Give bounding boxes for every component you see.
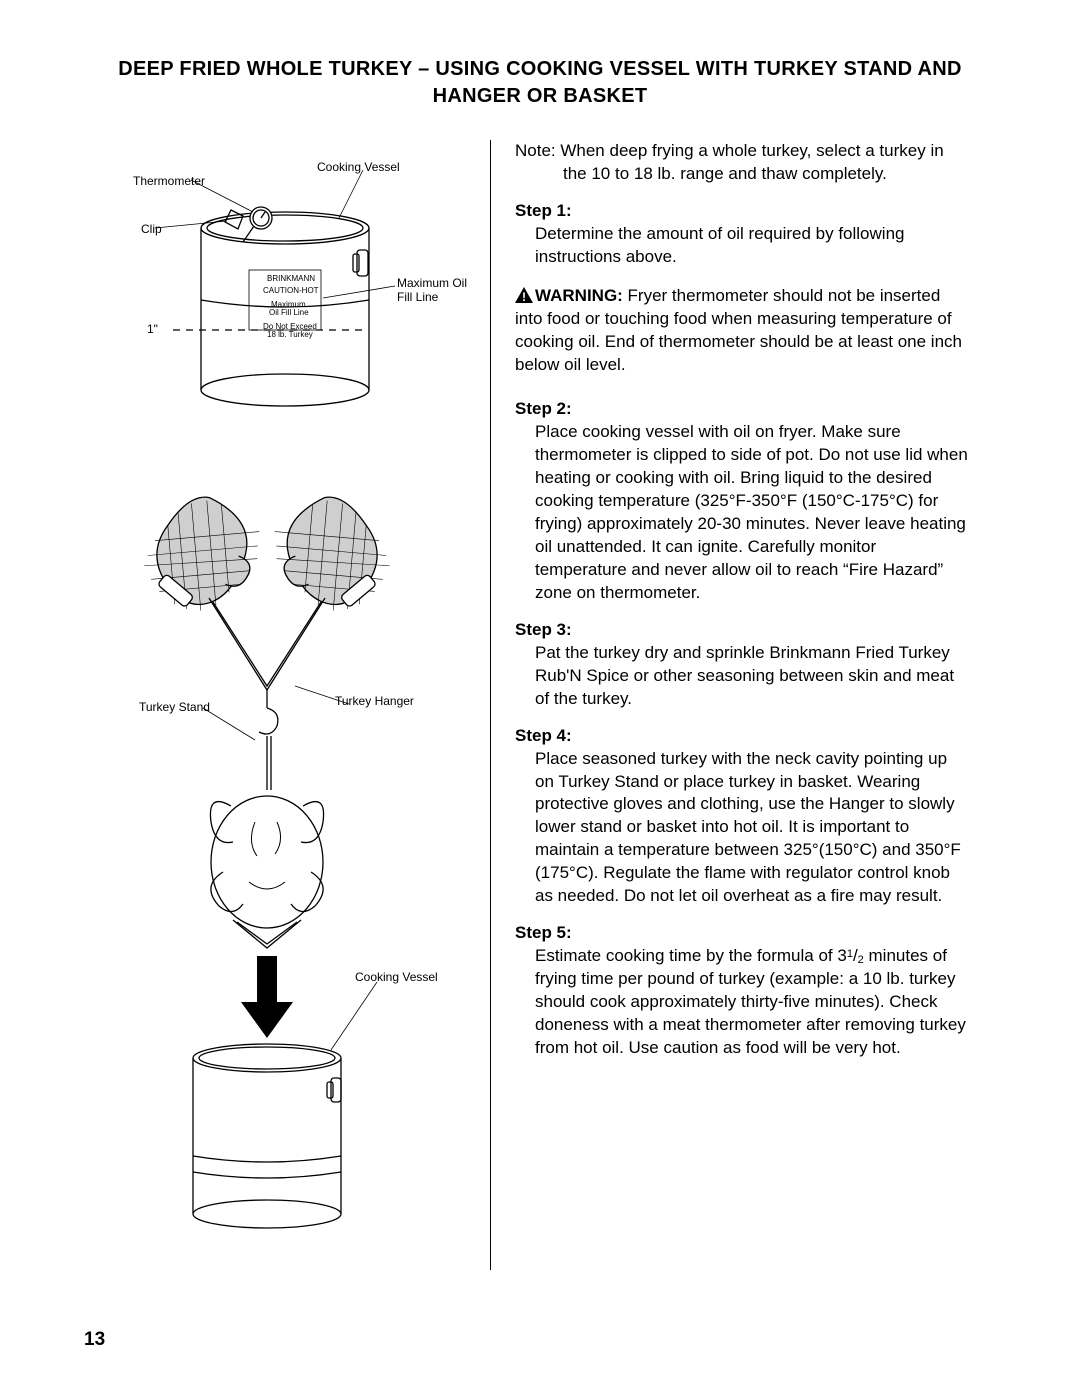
step2-heading: Step 2: — [515, 398, 970, 421]
step4-heading: Step 4: — [515, 725, 970, 748]
label-turkey-stand: Turkey Stand — [139, 700, 210, 714]
step3-body: Pat the turkey dry and sprinkle Brinkman… — [515, 642, 970, 711]
step5-heading: Step 5: — [515, 922, 970, 945]
warning-label: WARNING: — [535, 286, 623, 305]
label-caution-hot: CAUTION-HOT — [263, 286, 319, 295]
label-thermometer: Thermometer — [133, 174, 205, 188]
step5-part-a: Estimate cooking time by the formula of … — [535, 946, 847, 965]
label-cooking-vessel: Cooking Vessel — [317, 160, 400, 174]
step1-heading: Step 1: — [515, 200, 970, 223]
step2-body: Place cooking vessel with oil on fryer. … — [515, 421, 970, 605]
svg-text:!: ! — [522, 290, 526, 303]
page-title: DEEP FRIED WHOLE TURKEY – USING COOKING … — [80, 56, 1000, 110]
title-line-2: HANGER OR BASKET — [433, 85, 648, 107]
step1-body: Determine the amount of oil required by … — [515, 223, 970, 269]
two-column-layout: Thermometer Clip 1" Cooking Vessel Maxim… — [80, 140, 1000, 1270]
label-one-inch: 1" — [147, 322, 158, 336]
label-fill-line: Fill Line — [397, 290, 438, 304]
diagrams-column: Thermometer Clip 1" Cooking Vessel Maxim… — [80, 140, 490, 1270]
turkey-svg — [95, 490, 455, 1270]
warning-icon: ! — [515, 287, 533, 303]
label-oil-fill: Oil Fill Line — [269, 308, 309, 317]
page-number: 13 — [84, 1329, 105, 1351]
diagram-turkey-lowering: Turkey Stand Turkey Hanger Cooking Vesse… — [95, 490, 455, 1270]
warning-block: ! WARNING: Fryer thermometer should not … — [515, 285, 970, 377]
label-clip: Clip — [141, 222, 162, 236]
label-max-oil: Maximum Oil — [397, 276, 467, 290]
step5-body: Estimate cooking time by the formula of … — [515, 945, 970, 1060]
label-cooking-vessel-2: Cooking Vessel — [355, 970, 438, 984]
diagram-pot-thermometer: Thermometer Clip 1" Cooking Vessel Maxim… — [95, 150, 455, 430]
fraction-numerator: 1 — [847, 948, 853, 960]
label-turkey-hanger: Turkey Hanger — [335, 694, 414, 708]
label-brinkmann: BRINKMANN — [267, 274, 315, 283]
label-weight: 18 lb. Turkey — [267, 330, 313, 339]
step4-body: Place seasoned turkey with the neck cavi… — [515, 748, 970, 909]
title-line-1: DEEP FRIED WHOLE TURKEY – USING COOKING … — [118, 58, 961, 80]
note-text: Note: When deep frying a whole turkey, s… — [515, 140, 970, 186]
instructions-column: Note: When deep frying a whole turkey, s… — [490, 140, 970, 1270]
step3-heading: Step 3: — [515, 619, 970, 642]
